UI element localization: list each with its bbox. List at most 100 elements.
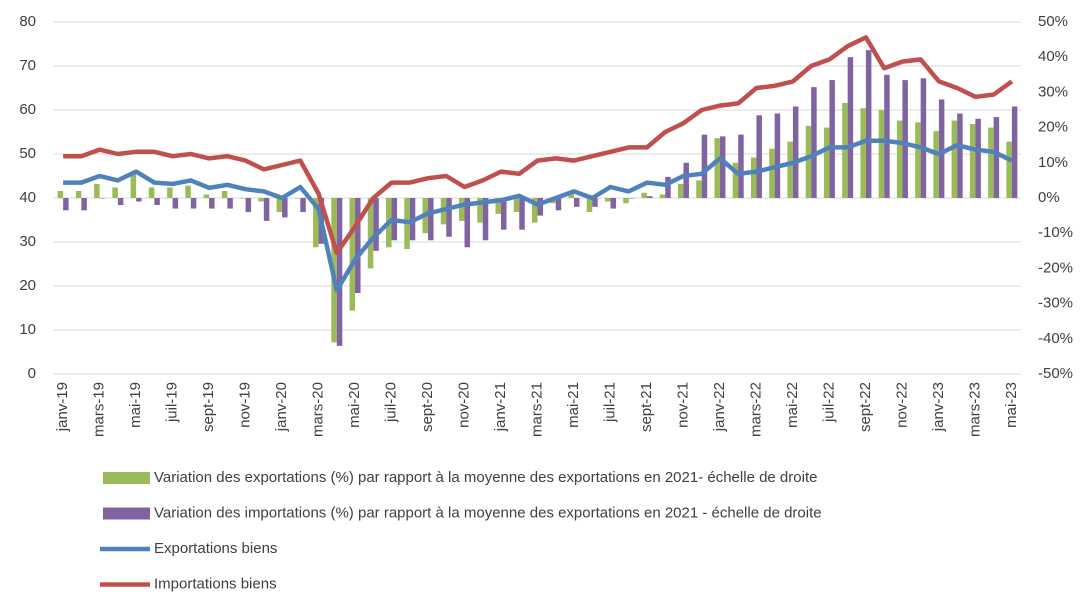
- bar: [732, 162, 739, 198]
- bar: [951, 120, 958, 198]
- bar: [1006, 141, 1012, 198]
- bar: [750, 157, 757, 198]
- y-tick-label: 60: [19, 101, 36, 118]
- x-tick-label: sept-21: [638, 382, 655, 432]
- bar: [99, 198, 106, 199]
- x-tick-label: juil-22: [820, 382, 837, 423]
- y2-tick-label: 30%: [1038, 83, 1068, 100]
- x-tick-label: janv-19: [54, 382, 71, 432]
- bar: [519, 198, 525, 230]
- bar: [993, 117, 1000, 198]
- x-tick-label: mars-19: [91, 382, 108, 437]
- bar: [902, 80, 908, 198]
- bar: [628, 198, 635, 199]
- bar: [81, 198, 87, 211]
- bar: [537, 198, 543, 216]
- bar: [787, 141, 793, 198]
- bar: [513, 198, 520, 213]
- bar: [769, 148, 775, 198]
- bar: [355, 198, 361, 294]
- bar: [203, 194, 210, 198]
- bar: [555, 198, 562, 211]
- bar: [896, 120, 903, 198]
- x-tick-label: janv-21: [492, 382, 509, 432]
- bar: [495, 198, 502, 214]
- bar: [167, 187, 173, 198]
- x-tick-label: mai-22: [784, 382, 801, 428]
- legend-label: Exportations biens: [154, 540, 277, 557]
- bar: [860, 108, 866, 198]
- x-tick-label: juil-19: [164, 382, 181, 423]
- bar: [209, 198, 215, 209]
- legend-label: Variation des exportations (%) par rappo…: [154, 469, 817, 486]
- line: [63, 35, 1014, 256]
- bar: [957, 113, 963, 198]
- bar: [988, 127, 994, 198]
- x-tick-label: sept-22: [857, 382, 874, 432]
- bar: [719, 136, 726, 198]
- y2-tick-label: 40%: [1038, 48, 1068, 65]
- bar: [148, 187, 155, 198]
- y2-tick-label: 50%: [1038, 13, 1068, 30]
- bar: [920, 78, 927, 198]
- bar: [865, 50, 872, 198]
- x-tick-label: janv-20: [273, 382, 290, 432]
- bar: [933, 131, 939, 198]
- bar: [610, 198, 616, 209]
- x-tick-label: janv-23: [930, 382, 947, 432]
- legend-swatch: [103, 472, 150, 484]
- bar: [683, 162, 689, 198]
- bar: [604, 198, 611, 202]
- bar: [532, 198, 538, 223]
- y-tick-label: 40: [19, 189, 36, 206]
- bar: [842, 102, 848, 198]
- bar: [477, 198, 483, 223]
- x-tick-label: mars-22: [747, 382, 764, 437]
- bar: [276, 198, 283, 213]
- bar: [878, 110, 885, 198]
- bar: [641, 192, 647, 198]
- y2-tick-label: 20%: [1038, 119, 1068, 136]
- bar: [294, 198, 301, 199]
- y-tick-label: 10: [19, 321, 36, 338]
- bar: [464, 198, 471, 248]
- x-tick-label: sept-19: [200, 382, 217, 432]
- x-tick-label: nov-21: [674, 382, 691, 428]
- x-tick-label: mars-23: [966, 382, 983, 437]
- x-tick-label: mai-19: [127, 382, 144, 428]
- bar: [482, 198, 489, 241]
- x-tick-label: mai-21: [565, 382, 582, 428]
- bar: [57, 190, 64, 198]
- bar: [117, 198, 124, 206]
- x-tick-label: nov-20: [455, 382, 472, 428]
- legend-swatch: [103, 507, 150, 520]
- x-tick-label: mai-23: [1003, 382, 1020, 428]
- bar: [245, 198, 252, 213]
- y-tick-label: 0: [28, 365, 36, 382]
- y2-tick-label: -20%: [1038, 259, 1073, 276]
- legend-label: Importations biens: [154, 575, 277, 592]
- y2-tick-label: -40%: [1038, 330, 1073, 347]
- bar: [172, 198, 179, 209]
- bar: [75, 190, 82, 198]
- bar: [349, 198, 356, 311]
- x-tick-label: nov-22: [893, 382, 910, 428]
- y-tick-label: 80: [19, 13, 36, 30]
- bar: [367, 198, 374, 269]
- bar: [592, 198, 598, 207]
- x-tick-label: sept-20: [419, 382, 436, 432]
- y2-tick-label: 0%: [1038, 189, 1060, 206]
- bar: [847, 57, 854, 199]
- y2-tick-label: -10%: [1038, 224, 1073, 241]
- x-tick-label: juil-20: [383, 382, 400, 423]
- bar: [428, 198, 434, 241]
- bar: [446, 198, 452, 237]
- bar: [884, 74, 890, 198]
- bar: [501, 198, 507, 230]
- bar: [756, 115, 762, 198]
- x-tick-label: mai-20: [346, 382, 363, 428]
- bar: [94, 183, 100, 198]
- y-tick-label: 20: [19, 277, 36, 294]
- bar: [646, 196, 653, 198]
- y2-tick-label: -30%: [1038, 295, 1073, 312]
